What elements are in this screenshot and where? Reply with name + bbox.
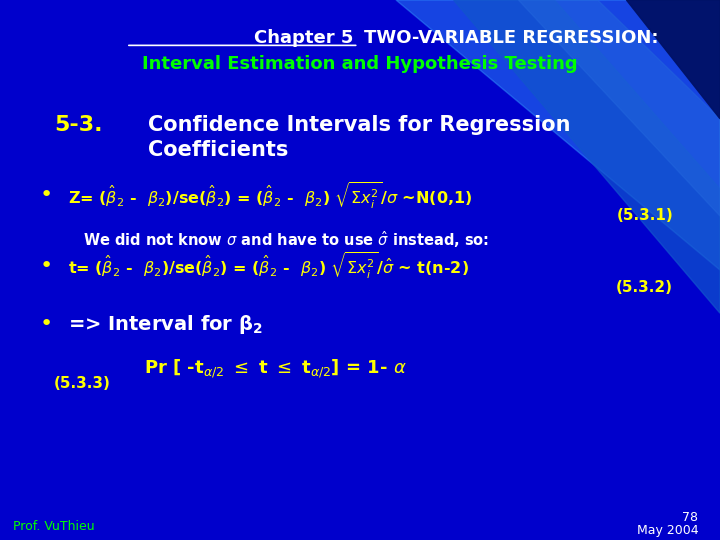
Text: Z= ($\hat{\beta}_2$ -  $\beta_2$)/se($\hat{\beta}_2$) = ($\hat{\beta}_2$ -  $\be: Z= ($\hat{\beta}_2$ - $\beta_2$)/se($\ha… [68, 180, 472, 211]
Text: Prof. VuThieu: Prof. VuThieu [13, 520, 94, 533]
Polygon shape [454, 0, 720, 313]
Text: •: • [40, 185, 53, 206]
Text: 78: 78 [683, 511, 698, 524]
Text: (5.3.1): (5.3.1) [616, 208, 673, 224]
Text: TWO-VARIABLE REGRESSION:: TWO-VARIABLE REGRESSION: [364, 29, 658, 47]
Text: •: • [40, 314, 53, 334]
Text: => Interval for $\mathbf{\beta_2}$: => Interval for $\mathbf{\beta_2}$ [68, 313, 264, 335]
Polygon shape [396, 0, 720, 270]
Text: We did not know $\sigma$ and have to use $\hat{\sigma}$ instead, so:: We did not know $\sigma$ and have to use… [83, 229, 489, 249]
Text: May 2004: May 2004 [636, 524, 698, 537]
Text: Pr [ -t$_{\alpha/2}$ $\leq$ t $\leq$ t$_{\alpha/2}$] = 1- $\alpha$: Pr [ -t$_{\alpha/2}$ $\leq$ t $\leq$ t$_… [144, 357, 407, 380]
Text: 5-3.: 5-3. [54, 115, 102, 136]
Text: (5.3.2): (5.3.2) [616, 280, 673, 295]
Polygon shape [518, 0, 720, 216]
Text: t= ($\hat{\beta}_2$ -  $\beta_2$)/se($\hat{\beta}_2$) = ($\hat{\beta}_2$ -  $\be: t= ($\hat{\beta}_2$ - $\beta_2$)/se($\ha… [68, 251, 469, 281]
Text: •: • [40, 256, 53, 276]
Text: (5.3.3): (5.3.3) [54, 376, 111, 391]
Text: Coefficients: Coefficients [148, 140, 288, 160]
Text: Chapter 5: Chapter 5 [254, 29, 360, 47]
Text: Interval Estimation and Hypothesis Testing: Interval Estimation and Hypothesis Testi… [142, 55, 578, 73]
Polygon shape [626, 0, 720, 119]
Text: Confidence Intervals for Regression: Confidence Intervals for Regression [148, 115, 570, 136]
